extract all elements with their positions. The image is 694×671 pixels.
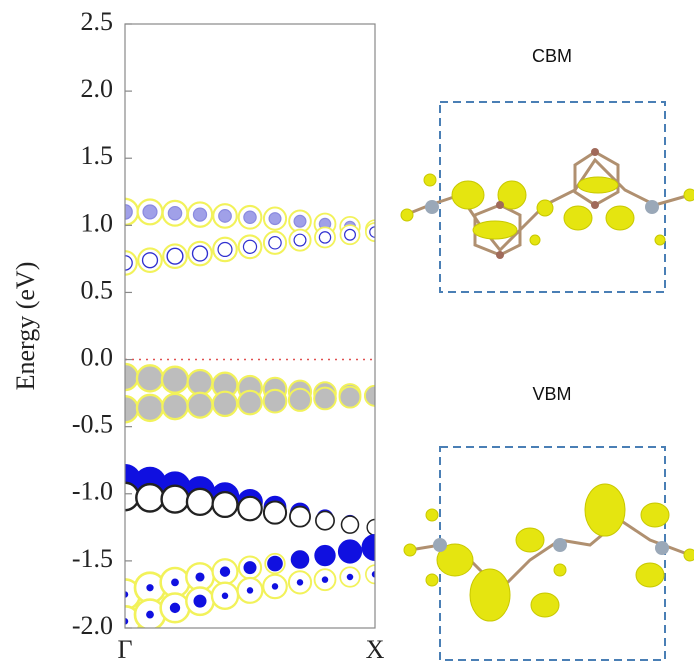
band-point	[346, 573, 354, 581]
y-tick-label: 2.0	[81, 74, 114, 103]
band-point	[315, 510, 335, 531]
y-tick-label: -2.0	[72, 611, 113, 640]
y-axis-label: Energy (eV)	[11, 262, 40, 391]
band-point	[290, 550, 310, 569]
axes-frame	[124, 23, 376, 629]
band-point	[160, 484, 190, 514]
band-point	[361, 533, 375, 561]
y-tick-label: -0.5	[72, 410, 113, 439]
band-point	[267, 555, 283, 572]
band-point	[293, 233, 307, 247]
band-point	[195, 572, 205, 582]
band-point	[219, 566, 231, 577]
band-point	[160, 365, 190, 394]
band-point	[364, 384, 375, 407]
band-point	[371, 571, 375, 578]
band-point	[237, 389, 263, 416]
y-tick-label: 1.5	[81, 141, 114, 170]
band-point	[185, 487, 215, 517]
band-point	[125, 591, 129, 598]
band-point	[369, 226, 375, 238]
band-point	[268, 236, 282, 250]
band-point	[340, 515, 360, 534]
band-point	[287, 387, 313, 412]
band-point	[365, 564, 375, 585]
band-point	[211, 490, 239, 519]
band-point	[146, 610, 154, 619]
band-point	[268, 212, 282, 226]
band-point	[218, 209, 232, 223]
band-point	[262, 500, 288, 525]
band-point	[125, 618, 129, 625]
band-point	[293, 214, 307, 228]
y-tick-label: -1.0	[72, 477, 113, 506]
band-point	[242, 239, 258, 254]
band-point	[237, 495, 263, 522]
vbm-label: VBM	[532, 384, 571, 404]
band-point	[313, 386, 337, 411]
band-point	[344, 228, 356, 241]
band-point	[243, 561, 257, 575]
y-tick-label: -1.5	[72, 544, 113, 573]
band-point	[146, 584, 154, 592]
band-point	[337, 539, 363, 564]
band-point	[141, 252, 159, 269]
band-point	[262, 388, 288, 414]
band-point	[161, 392, 189, 421]
band-point	[221, 592, 229, 600]
band-point	[135, 364, 165, 393]
band-point	[296, 579, 304, 586]
band-point	[211, 390, 239, 418]
plot-area	[125, 197, 375, 628]
band-point	[338, 385, 362, 409]
band-point	[171, 578, 179, 587]
y-tick-label: 0.5	[81, 275, 114, 304]
band-point	[166, 247, 184, 265]
band-point	[135, 393, 165, 423]
x-tick-label: X	[366, 635, 385, 664]
band-point	[191, 245, 209, 262]
band-point	[217, 241, 233, 258]
band-point	[135, 482, 165, 513]
band-point	[321, 576, 329, 583]
band-point	[142, 204, 158, 220]
band-point	[271, 583, 279, 590]
band-point	[169, 602, 181, 614]
cbm-label: CBM	[532, 46, 572, 66]
y-tick-label: 2.5	[81, 7, 114, 36]
cbm-structure	[400, 101, 694, 293]
x-tick-label: Γ	[117, 635, 132, 664]
band-point	[192, 207, 208, 222]
band-point	[167, 205, 183, 221]
y-tick-label: 0.0	[81, 343, 114, 372]
vbm-structure	[403, 446, 694, 661]
band-point	[318, 231, 332, 244]
band-point	[289, 505, 311, 528]
band-point	[186, 368, 214, 396]
y-tick-label: 1.0	[81, 208, 114, 237]
band-point	[193, 594, 207, 608]
band-point	[314, 544, 336, 567]
band-point	[246, 587, 254, 594]
band-point	[186, 391, 214, 419]
band-point	[243, 210, 257, 225]
